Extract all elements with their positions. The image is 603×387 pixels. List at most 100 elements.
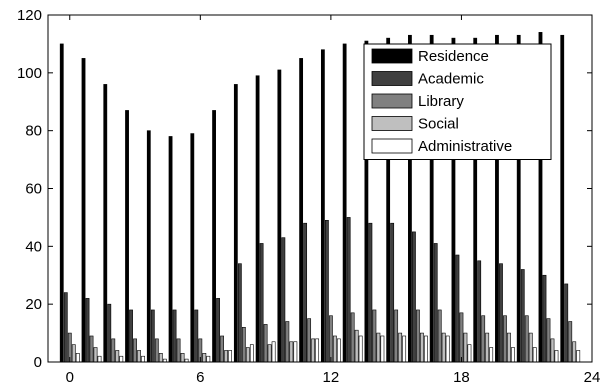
- bar-residence-9: [255, 75, 260, 363]
- legend: Residence Academic Library Social Administra…: [363, 43, 552, 160]
- bar-social-5: [180, 353, 185, 363]
- bar-library-9: [263, 324, 268, 363]
- bar-administrative-23: [576, 350, 581, 363]
- bar-library-21: [524, 315, 529, 363]
- bar-administrative-6: [206, 355, 211, 363]
- bar-library-23: [568, 321, 573, 363]
- bar-residence-23: [560, 34, 565, 363]
- bar-library-16: [416, 309, 420, 363]
- bar-social-0: [71, 344, 76, 363]
- bar-academic-16: [412, 231, 416, 363]
- y-tick-label: 80: [25, 123, 42, 140]
- bar-administrative-10: [293, 341, 298, 363]
- legend-label-residence: Residence: [418, 48, 489, 65]
- bar-residence-12: [320, 49, 325, 363]
- legend-label-social: Social: [418, 116, 459, 133]
- bar-social-18: [463, 332, 468, 363]
- bar-library-10: [285, 321, 290, 363]
- bar-academic-1: [85, 298, 90, 363]
- bar-residence-6: [190, 133, 195, 363]
- bar-academic-18: [455, 254, 460, 363]
- bar-administrative-20: [511, 347, 515, 363]
- bar-academic-9: [259, 243, 264, 363]
- bar-social-10: [289, 341, 294, 363]
- bar-social-23: [572, 341, 577, 363]
- bar-library-4: [154, 338, 159, 363]
- bar-academic-14: [368, 222, 373, 363]
- x-tick-label: 18: [453, 369, 470, 386]
- x-tick-label: 12: [323, 369, 340, 386]
- legend-swatch-residence: [371, 48, 413, 64]
- bar-library-15: [394, 309, 399, 363]
- bar-academic-7: [216, 298, 220, 363]
- bar-social-20: [507, 332, 511, 363]
- bar-residence-3: [125, 110, 129, 363]
- bar-social-14: [376, 332, 381, 363]
- bar-academic-6: [194, 309, 199, 363]
- bar-administrative-18: [467, 344, 472, 363]
- bar-library-5: [176, 338, 181, 363]
- bar-administrative-17: [445, 335, 450, 363]
- legend-label-library: Library: [418, 93, 464, 110]
- bar-residence-13: [342, 43, 347, 363]
- y-tick-label: 20: [25, 296, 42, 313]
- bar-library-2: [111, 338, 116, 363]
- bar-library-8: [241, 326, 246, 363]
- y-tick-label: 40: [25, 238, 42, 255]
- bar-residence-11: [299, 58, 304, 363]
- bar-residence-7: [212, 110, 216, 363]
- bar-library-12: [328, 315, 333, 363]
- bar-residence-8: [233, 84, 238, 363]
- bar-social-16: [420, 332, 424, 363]
- bar-administrative-19: [489, 347, 494, 363]
- bar-social-11: [311, 338, 316, 363]
- bar-academic-4: [150, 309, 155, 363]
- bar-academic-8: [237, 263, 242, 363]
- bar-social-4: [158, 353, 163, 363]
- bar-library-7: [220, 335, 224, 363]
- bar-social-15: [398, 332, 403, 363]
- bar-academic-22: [542, 274, 547, 363]
- bar-academic-10: [281, 237, 286, 363]
- bar-academic-15: [390, 222, 395, 363]
- bar-social-8: [245, 347, 250, 363]
- bar-library-14: [372, 309, 377, 363]
- legend-label-academic: Academic: [418, 71, 484, 88]
- bar-administrative-8: [249, 344, 254, 363]
- bar-administrative-13: [358, 335, 363, 363]
- bar-academic-0: [63, 292, 68, 363]
- bar-academic-5: [172, 309, 177, 363]
- bar-library-11: [307, 318, 312, 363]
- bar-social-19: [485, 332, 490, 363]
- bar-administrative-1: [97, 355, 102, 363]
- bar-administrative-16: [424, 335, 428, 363]
- bar-residence-4: [146, 130, 151, 363]
- bar-library-22: [546, 318, 551, 363]
- bar-administrative-3: [141, 355, 145, 363]
- bar-residence-10: [277, 69, 282, 363]
- bar-administrative-2: [119, 355, 124, 363]
- bar-library-3: [133, 338, 137, 363]
- bar-administrative-21: [532, 347, 537, 363]
- bar-social-9: [267, 344, 272, 363]
- bar-academic-19: [477, 260, 482, 363]
- y-tick-label: 100: [17, 65, 42, 82]
- bar-library-18: [459, 312, 464, 363]
- bar-administrative-15: [402, 335, 407, 363]
- bar-academic-2: [107, 303, 112, 363]
- bar-academic-21: [520, 269, 525, 363]
- bar-academic-17: [433, 243, 438, 363]
- bar-administrative-12: [336, 338, 341, 363]
- bar-social-22: [550, 338, 555, 363]
- legend-swatch-social: [371, 116, 413, 131]
- bar-library-1: [89, 335, 94, 363]
- y-tick-label: 120: [17, 7, 42, 24]
- bar-academic-3: [129, 309, 133, 363]
- x-tick-label: 0: [66, 369, 74, 386]
- legend-swatch-academic: [371, 71, 413, 86]
- bar-administrative-14: [380, 335, 385, 363]
- bar-administrative-22: [554, 350, 559, 363]
- bar-library-19: [481, 315, 486, 363]
- bar-residence-0: [59, 43, 64, 363]
